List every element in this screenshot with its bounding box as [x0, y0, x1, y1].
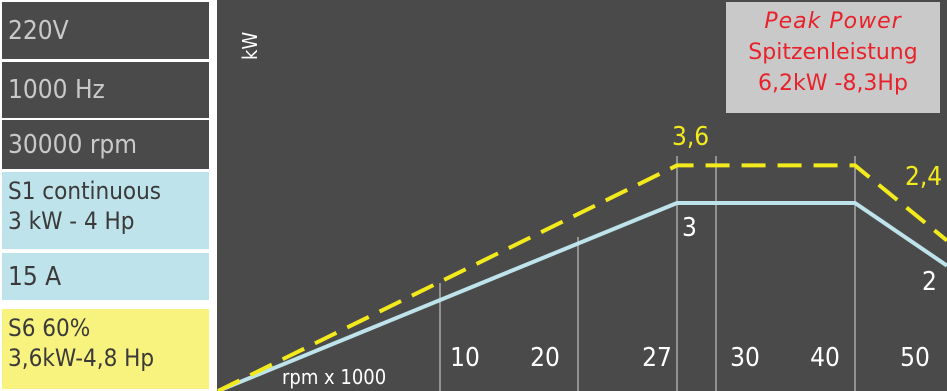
s6-box: S6 60% 3,6kW-4,8 Hp — [2, 309, 209, 389]
speed-value: 30000 rpm — [8, 129, 138, 160]
current-value: 15 A — [8, 261, 62, 292]
s1-label: S1 continuous — [8, 177, 162, 205]
spec-sidebar: 220V 1000 Hz 30000 rpm S1 continuous 3 k… — [0, 0, 217, 391]
current-box: 15 A — [2, 253, 209, 300]
peak-power-box: Peak Power Spitzenleistung 6,2kW -8,3Hp — [726, 2, 940, 113]
power-chart: 10 20 27 30 40 50 rpm x 1000 kW 3 2 3,6 2,4 — [217, 0, 947, 391]
s6-power: 3,6kW-4,8 Hp — [8, 344, 155, 372]
x-axis-title: rpm x 1000 — [282, 365, 386, 389]
s6-value-label: 3,6 — [672, 122, 709, 152]
s6-value-label: 2,4 — [905, 162, 942, 192]
x-tick-label: 30 — [730, 343, 760, 373]
s1-power: 3 kW - 4 Hp — [8, 207, 135, 235]
peak-power-title: Peak Power — [764, 9, 902, 34]
x-tick-label: 20 — [530, 343, 560, 373]
x-tick-label: 40 — [810, 343, 840, 373]
s1-continuous-box: S1 continuous 3 kW - 4 Hp — [2, 172, 209, 249]
power-chart-svg: 10 20 27 30 40 50 rpm x 1000 kW 3 2 3,6 2,4 — [217, 32, 947, 391]
frequency-box: 1000 Hz — [2, 62, 209, 118]
s6-curve — [217, 163, 947, 391]
frequency-value: 1000 Hz — [8, 75, 105, 105]
x-tick-label: 50 — [900, 343, 930, 373]
x-tick-label: 10 — [450, 343, 480, 373]
s1-value-label: 2 — [922, 267, 937, 297]
s6-label: S6 60% — [8, 314, 91, 342]
peak-power-value: 6,2kW -8,3Hp — [758, 71, 908, 96]
peak-power-subtitle: Spitzenleistung — [748, 40, 918, 65]
voltage-box: 220V — [2, 2, 209, 59]
s1-curve — [217, 201, 947, 391]
s1-value-label: 3 — [682, 213, 697, 243]
voltage-value: 220V — [8, 15, 69, 46]
speed-box: 30000 rpm — [2, 120, 209, 169]
x-tick-label: 27 — [642, 343, 672, 373]
y-axis-title: kW — [238, 32, 262, 60]
